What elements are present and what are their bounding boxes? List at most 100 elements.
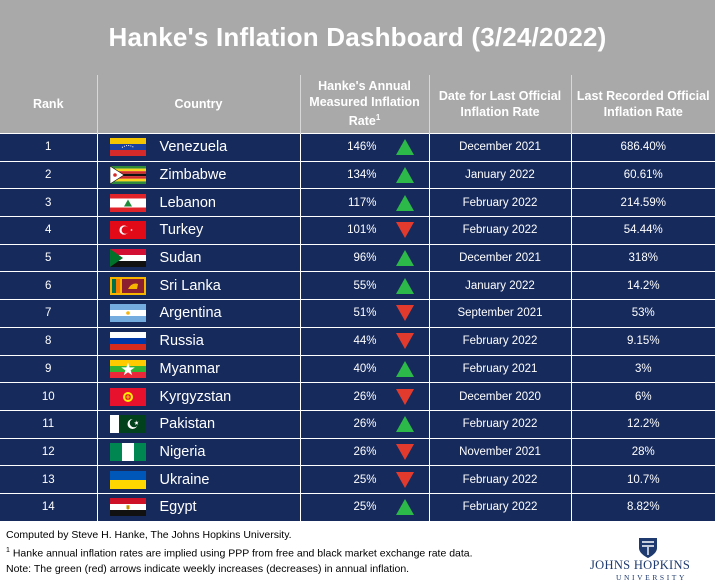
hanke-rate-cell: 25% bbox=[300, 492, 430, 521]
footnote-marker: 1 bbox=[375, 113, 381, 123]
rank-cell: 12 bbox=[0, 437, 98, 466]
official-rate-cell: 3% bbox=[571, 354, 715, 383]
official-rate-cell: 28% bbox=[571, 437, 715, 466]
hanke-rate-cell: 146% bbox=[300, 133, 430, 162]
col-header-hanke-line2: Measured Inflation bbox=[309, 95, 420, 110]
country-cell: Myanmar bbox=[97, 354, 301, 383]
official-date-cell: September 2021 bbox=[429, 299, 572, 328]
hanke-rate-value: 25% bbox=[353, 501, 377, 514]
official-rate-cell: 10.7% bbox=[571, 465, 715, 494]
arrow-up-icon bbox=[395, 499, 414, 516]
table-row: 5 Sudan 96% December 2021 318% bbox=[0, 243, 715, 272]
rank-cell: 4 bbox=[0, 216, 98, 245]
country-name: Kyrgyzstan bbox=[159, 388, 232, 405]
official-date-cell: February 2022 bbox=[429, 326, 572, 355]
table-row: 14 Egypt 25% February 2022 8.82% bbox=[0, 492, 715, 521]
rank-cell: 13 bbox=[0, 465, 98, 494]
arrow-down-icon bbox=[395, 443, 414, 460]
hanke-rate-value: 26% bbox=[353, 445, 377, 458]
nigeria-flag-icon bbox=[109, 442, 146, 461]
arrow-down-icon bbox=[395, 222, 414, 239]
official-rate-cell: 214.59% bbox=[571, 188, 715, 217]
pakistan-flag-icon bbox=[109, 415, 146, 434]
footnote-text: Hanke annual inflation rates are implied… bbox=[9, 547, 473, 560]
logo-name: JOHNS HOPKINS bbox=[590, 558, 691, 572]
hanke-rate-value: 134% bbox=[347, 169, 377, 182]
official-rate-cell: 14.2% bbox=[571, 271, 715, 300]
arrow-up-icon bbox=[395, 167, 414, 184]
table-body: 1 Venezuela 146% December 2021 686.40% 2 Zimba… bbox=[0, 133, 715, 521]
venezuela-flag-icon bbox=[109, 138, 146, 157]
col-header-hanke-rate: Hanke's Annual Measured Inflation Rate1 bbox=[300, 75, 430, 134]
official-rate-cell: 318% bbox=[571, 243, 715, 272]
country-name: Turkey bbox=[159, 222, 204, 239]
footer-footnote: 1 Hanke annual inflation rates are impli… bbox=[6, 543, 566, 562]
official-date-cell: February 2022 bbox=[429, 188, 572, 217]
rank-cell: 1 bbox=[0, 133, 98, 162]
jhu-logo: JOHNS HOPKINS UNIVERSITY bbox=[590, 536, 708, 584]
official-date-cell: February 2022 bbox=[429, 492, 572, 521]
arrow-down-icon bbox=[395, 471, 414, 488]
rank-cell: 2 bbox=[0, 160, 98, 189]
col-header-country: Country bbox=[97, 75, 301, 134]
logo-subtitle: UNIVERSITY bbox=[616, 573, 687, 582]
arrow-down-icon bbox=[395, 388, 414, 405]
table-row: 3 Lebanon 117% February 2022 214.59% bbox=[0, 188, 715, 217]
hanke-rate-value: 25% bbox=[353, 473, 377, 486]
rank-cell: 8 bbox=[0, 326, 98, 355]
egypt-flag-icon bbox=[109, 498, 146, 517]
official-date-cell: February 2021 bbox=[429, 354, 572, 383]
country-name: Russia bbox=[159, 333, 204, 350]
country-name: Egypt bbox=[159, 499, 197, 516]
table-row: 13 Ukraine 25% February 2022 10.7% bbox=[0, 465, 715, 494]
hanke-rate-cell: 134% bbox=[300, 160, 430, 189]
official-date-cell: February 2022 bbox=[429, 409, 572, 439]
hanke-rate-cell: 40% bbox=[300, 354, 430, 383]
table-row: 6 Sri Lanka 55% January 2022 14.2% bbox=[0, 271, 715, 300]
hanke-rate-cell: 101% bbox=[300, 216, 430, 245]
country-name: Zimbabwe bbox=[159, 167, 227, 184]
col-header-official-rate: Last Recorded Official Inflation Rate bbox=[571, 75, 715, 134]
table-row: 12 Nigeria 26% November 2021 28% bbox=[0, 437, 715, 466]
hanke-rate-cell: 96% bbox=[300, 243, 430, 272]
hanke-rate-value: 26% bbox=[353, 390, 377, 403]
country-name: Myanmar bbox=[159, 360, 220, 377]
official-rate-cell: 12.2% bbox=[571, 409, 715, 439]
hanke-rate-cell: 44% bbox=[300, 326, 430, 355]
hanke-rate-value: 51% bbox=[353, 307, 377, 320]
hanke-rate-value: 44% bbox=[353, 335, 377, 348]
col-header-official-line1: Last Recorded Official bbox=[576, 89, 710, 103]
col-header-hanke-line3: Rate bbox=[348, 114, 376, 129]
col-header-official-line2: Inflation Rate bbox=[603, 105, 683, 119]
hanke-rate-value: 55% bbox=[353, 279, 377, 292]
official-date-cell: February 2022 bbox=[429, 465, 572, 494]
hanke-rate-cell: 26% bbox=[300, 409, 430, 439]
country-cell: Argentina bbox=[97, 299, 301, 328]
official-date-cell: November 2021 bbox=[429, 437, 572, 466]
country-name: Pakistan bbox=[159, 416, 216, 433]
dashboard-title: Hanke's Inflation Dashboard (3/24/2022) bbox=[108, 22, 607, 52]
official-date-cell: December 2021 bbox=[429, 133, 572, 162]
country-cell: Lebanon bbox=[97, 188, 301, 217]
lebanon-flag-icon bbox=[109, 193, 146, 212]
rank-cell: 6 bbox=[0, 271, 98, 300]
official-date-cell: January 2022 bbox=[429, 160, 572, 189]
hanke-rate-cell: 55% bbox=[300, 271, 430, 300]
hanke-rate-value: 146% bbox=[347, 141, 377, 154]
country-cell: Nigeria bbox=[97, 437, 301, 466]
rank-cell: 10 bbox=[0, 382, 98, 411]
rank-cell: 3 bbox=[0, 188, 98, 217]
official-rate-cell: 686.40% bbox=[571, 133, 715, 162]
rank-cell: 9 bbox=[0, 354, 98, 383]
country-name: Ukraine bbox=[159, 471, 210, 488]
table-row: 8 Russia 44% February 2022 9.15% bbox=[0, 326, 715, 355]
rank-cell: 7 bbox=[0, 299, 98, 328]
official-rate-cell: 6% bbox=[571, 382, 715, 411]
footnote-number: 1 bbox=[6, 547, 10, 554]
country-cell: Ukraine bbox=[97, 465, 301, 494]
country-name: Argentina bbox=[159, 305, 222, 322]
rank-cell: 5 bbox=[0, 243, 98, 272]
official-rate-cell: 9.15% bbox=[571, 326, 715, 355]
argentina-flag-icon bbox=[109, 304, 146, 323]
country-cell: Egypt bbox=[97, 492, 301, 521]
